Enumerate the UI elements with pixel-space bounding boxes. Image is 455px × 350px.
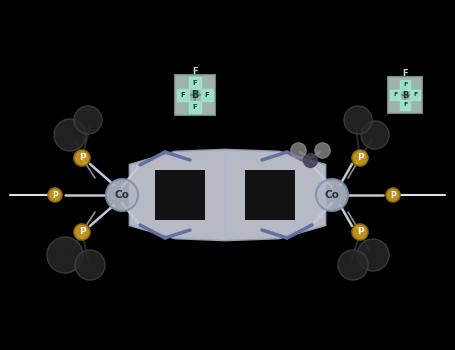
Circle shape (352, 224, 368, 240)
Circle shape (352, 150, 368, 166)
Circle shape (338, 250, 368, 280)
Text: F: F (393, 92, 397, 98)
Circle shape (48, 188, 62, 202)
Polygon shape (130, 150, 325, 240)
Text: F: F (181, 92, 185, 98)
Text: B: B (191, 90, 199, 100)
Text: P: P (52, 190, 58, 199)
FancyBboxPatch shape (388, 77, 422, 113)
Circle shape (106, 179, 138, 211)
Text: Co: Co (324, 190, 339, 200)
Text: F: F (403, 103, 407, 107)
Text: Co: Co (115, 190, 129, 200)
Circle shape (74, 224, 90, 240)
Text: B: B (402, 91, 408, 99)
Circle shape (386, 188, 400, 202)
FancyBboxPatch shape (175, 75, 215, 115)
Text: F: F (192, 66, 198, 76)
Circle shape (75, 250, 105, 280)
Circle shape (54, 119, 86, 151)
Text: F: F (205, 92, 209, 98)
Text: F: F (413, 92, 417, 98)
Circle shape (74, 106, 102, 134)
Polygon shape (155, 170, 205, 220)
Text: P: P (390, 190, 396, 199)
Circle shape (47, 237, 83, 273)
Text: F: F (192, 80, 197, 86)
Circle shape (344, 106, 372, 134)
Text: F: F (402, 69, 408, 77)
Text: P: P (79, 154, 86, 162)
Circle shape (361, 121, 389, 149)
Circle shape (357, 239, 389, 271)
Text: F: F (403, 83, 407, 88)
Text: F: F (192, 104, 197, 110)
Polygon shape (245, 170, 295, 220)
Text: P: P (357, 154, 363, 162)
Circle shape (316, 179, 348, 211)
Text: P: P (357, 228, 363, 237)
Circle shape (74, 150, 90, 166)
Text: P: P (79, 228, 86, 237)
